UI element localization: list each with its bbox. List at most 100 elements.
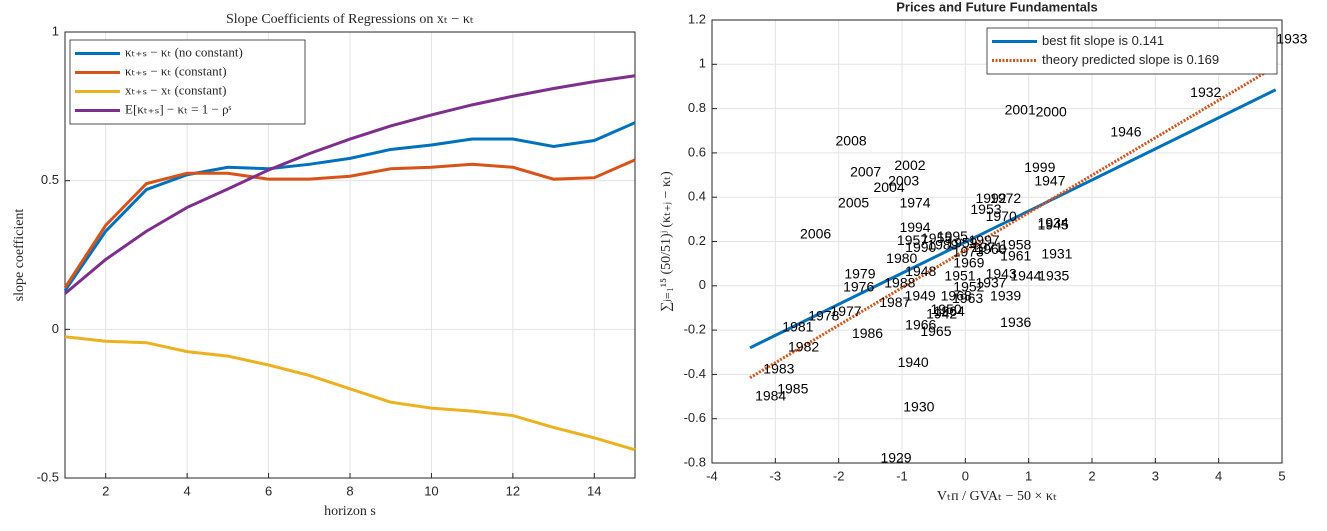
y-tick-label: 0.5 xyxy=(41,172,59,187)
legend-label: xₜ₊ₛ − xₜ (constant) xyxy=(125,82,226,97)
x-tick-label: 5 xyxy=(1278,468,1285,483)
y-tick-label: 0 xyxy=(699,277,706,292)
chart: -4 -3 -2 -1 0 1 2 3 4 5 -0.8 -0.6 -0.4 -0.2 0 0.2 0.4 0.6… xyxy=(659,0,1307,504)
year-label: 1999 xyxy=(1024,159,1055,175)
legend-label: theory predicted slope is 0.169 xyxy=(1042,52,1219,67)
year-label: 1980 xyxy=(886,250,917,266)
year-label: 1994 xyxy=(899,219,930,235)
year-label: 1940 xyxy=(898,354,929,370)
year-label: 1944 xyxy=(1010,268,1041,284)
y-tick-label: -0.6 xyxy=(684,410,706,425)
year-label: 1960 xyxy=(975,241,1006,257)
year-label: 2001 xyxy=(1005,102,1036,118)
y-tick-label: 0.6 xyxy=(688,144,706,159)
x-tick-label: -4 xyxy=(706,468,718,483)
legend-label: κₜ₊ₛ − κₜ (constant) xyxy=(125,63,227,78)
year-label: 1936 xyxy=(1000,314,1031,330)
year-label: 1976 xyxy=(843,279,874,295)
x-tick-label: 4 xyxy=(1215,468,1222,483)
year-label: 1972 xyxy=(990,190,1021,206)
year-label: 1978 xyxy=(808,308,839,324)
x-tick-label: -1 xyxy=(896,468,908,483)
year-label: 1959 xyxy=(946,234,977,250)
series-line xyxy=(63,121,636,292)
year-label: 1934 xyxy=(1038,214,1069,230)
y-tick-label: 0.4 xyxy=(688,189,706,204)
y-tick-label: 1 xyxy=(699,56,706,71)
year-label: 1958 xyxy=(1000,237,1031,253)
y-axis-label: slope coefficient xyxy=(12,209,27,302)
x-axis-label: horizon s xyxy=(324,504,376,519)
year-label: 1939 xyxy=(990,288,1021,304)
year-label: 2004 xyxy=(874,179,905,195)
year-label: 1947 xyxy=(1034,172,1065,188)
year-label: 1977 xyxy=(830,303,861,319)
year-label: 1964 xyxy=(934,303,965,319)
year-label: 1988 xyxy=(884,274,915,290)
y-tick-label: 0.8 xyxy=(688,100,706,115)
year-label: 1985 xyxy=(777,381,808,397)
year-label: 1949 xyxy=(905,288,936,304)
year-label: 1990 xyxy=(905,239,936,255)
x-tick-label: -2 xyxy=(833,468,845,483)
year-label: 1937 xyxy=(975,274,1006,290)
y-axis-label: ∑ⱼ₌₁¹⁵ (50/51)ʲ (κₜ₊ⱼ − κₜ) xyxy=(659,171,674,312)
year-label: 2005 xyxy=(838,195,869,211)
x-tick-label: 8 xyxy=(346,483,353,498)
chart: 2 4 6 8 10 12 14 -0.5 0 0.5 1 Slope Coefficients of… xyxy=(12,12,636,519)
x-tick-label: 2 xyxy=(102,483,109,498)
x-tick-label: 14 xyxy=(587,483,601,498)
legend-label: best fit slope is 0.141 xyxy=(1042,33,1164,48)
year-label: 1983 xyxy=(763,361,794,377)
y-tick-label: -0.4 xyxy=(684,366,706,381)
year-label: 2006 xyxy=(800,226,831,242)
y-tick-label: -0.2 xyxy=(684,322,706,337)
year-label: 1957 xyxy=(897,232,928,248)
x-tick-label: 3 xyxy=(1152,468,1159,483)
year-label: 1973 xyxy=(953,243,984,259)
year-label: 1989 xyxy=(927,237,958,253)
year-label: 1968 xyxy=(941,288,972,304)
legend-label: κₜ₊ₛ − κₜ (no constant) xyxy=(125,44,243,59)
year-label: 2007 xyxy=(850,164,881,180)
year-label: 1952 xyxy=(953,279,984,295)
fit-line xyxy=(749,88,1277,350)
year-label: 1982 xyxy=(788,339,819,355)
series-line xyxy=(64,74,636,295)
fit-line xyxy=(749,65,1277,380)
chart-title: Slope Coefficients of Regressions on xₜ … xyxy=(226,12,474,27)
year-label: 2002 xyxy=(894,157,925,173)
x-tick-label: 4 xyxy=(184,483,191,498)
year-label: 2003 xyxy=(888,172,919,188)
year-label: 1969 xyxy=(953,254,984,270)
year-label: 1955 xyxy=(921,230,952,246)
year-label: 1953 xyxy=(970,201,1001,217)
year-label: 1965 xyxy=(920,323,951,339)
year-label: 1963 xyxy=(952,290,983,306)
x-tick-label: 12 xyxy=(506,483,520,498)
year-label: 1943 xyxy=(986,265,1017,281)
x-tick-label: -3 xyxy=(770,468,782,483)
year-label: 1930 xyxy=(903,398,934,414)
year-label: 1951 xyxy=(944,268,975,284)
x-tick-label: 6 xyxy=(265,483,272,498)
legend-label: E[κₜ₊ₛ] − κₜ = 1 − ρˢ xyxy=(125,101,232,116)
x-tick-label: 10 xyxy=(424,483,438,498)
year-label: 1971 xyxy=(972,239,1003,255)
year-label: 1984 xyxy=(755,387,786,403)
year-label: 1997 xyxy=(969,232,1000,248)
legend-box xyxy=(986,27,1278,75)
x-tick-label: 0 xyxy=(962,468,969,483)
year-label: 1995 xyxy=(937,228,968,244)
year-label: 1961 xyxy=(1000,248,1031,264)
y-tick-label: -0.8 xyxy=(684,454,706,469)
y-tick-label: 1 xyxy=(52,23,59,38)
year-label: 1942 xyxy=(926,305,957,321)
year-label: 1970 xyxy=(986,208,1017,224)
year-label: 1979 xyxy=(844,265,875,281)
year-label: 1931 xyxy=(1041,245,1072,261)
axes-box xyxy=(711,19,1283,464)
year-label: 1992 xyxy=(975,190,1006,206)
year-label: 1935 xyxy=(1038,268,1069,284)
